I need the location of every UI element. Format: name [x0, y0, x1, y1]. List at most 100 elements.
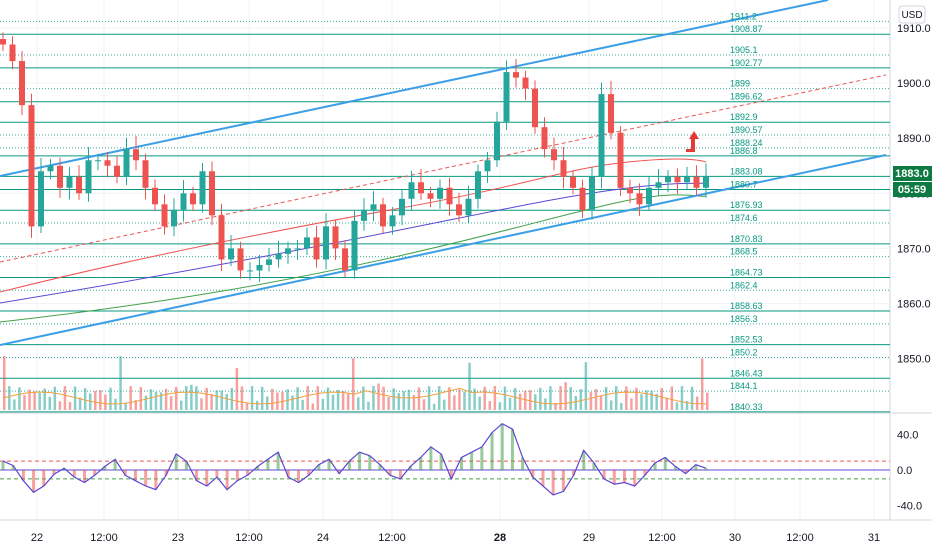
- volume-bar: [518, 393, 522, 410]
- candle-body: [123, 149, 130, 177]
- volume-bar: [73, 386, 77, 410]
- candle-body: [85, 160, 92, 194]
- price-tick-label: 1870.0: [897, 243, 931, 255]
- volume-bar: [255, 400, 259, 410]
- volume-bar: [493, 386, 497, 410]
- candle-body: [19, 61, 25, 106]
- volume-bar: [458, 389, 461, 410]
- level-label: 1890.57: [730, 125, 763, 135]
- level-labels: 1911.2 1908.87 1905.1 1902.77 1899 1896.62 189…: [730, 11, 763, 411]
- candle-body: [28, 105, 35, 227]
- time-tick-label: 29: [583, 532, 595, 544]
- candle-body: [9, 44, 16, 62]
- candle-body: [294, 248, 301, 250]
- volume-bar: [321, 398, 325, 410]
- time-tick-label: 12:00: [378, 532, 406, 544]
- price-tick-label: 1860.0: [897, 299, 931, 311]
- price-tick-label: 1910.0: [897, 23, 931, 35]
- candle-body: [237, 248, 244, 271]
- candle-body: [532, 88, 538, 128]
- volume-bar: [655, 393, 658, 410]
- time-axis[interactable]: 22 12:00 23 12:00 24 12:00 28 29 12:00 30 12:00 31: [31, 532, 880, 544]
- volume-bar: [159, 392, 163, 410]
- candle-body: [551, 149, 557, 161]
- volume-bar: [215, 390, 218, 410]
- volume-bar: [574, 395, 578, 410]
- volume-bar: [422, 399, 426, 410]
- volume-bar: [508, 397, 512, 410]
- candle-body: [408, 182, 415, 199]
- volume-bar: [336, 389, 340, 410]
- volume-bar: [690, 386, 694, 410]
- candle-body: [190, 193, 196, 205]
- time-tick-label: 28: [494, 532, 506, 544]
- candle-body: [275, 253, 282, 260]
- volume-bar: [114, 398, 117, 410]
- volume-bar: [200, 398, 203, 410]
- level-label: 1874.6: [730, 213, 758, 223]
- candle-body: [456, 204, 462, 216]
- level-label: 1852.53: [730, 335, 763, 345]
- volume-bar: [544, 398, 547, 410]
- volume-bar: [195, 386, 198, 410]
- volume-bar: [154, 391, 158, 410]
- candle-body: [627, 187, 633, 194]
- volume-bar: [331, 394, 335, 410]
- volume-bar: [488, 401, 492, 410]
- level-label: 1899: [730, 79, 750, 89]
- level-label: 1858.63: [730, 301, 763, 311]
- candle-body: [104, 160, 111, 166]
- time-tick-label: 30: [729, 532, 741, 544]
- level-label: 1880.7: [730, 179, 758, 189]
- volume-bar: [584, 362, 588, 410]
- up-arrow-annotation-icon[interactable]: [686, 131, 699, 152]
- oscillator-tick-label: 0.0: [897, 465, 912, 477]
- volume-bar: [645, 390, 648, 410]
- level-label: 1908.87: [730, 24, 763, 34]
- candle-body: [503, 72, 510, 122]
- candle-body: [0, 39, 6, 45]
- candle-body: [541, 127, 548, 150]
- oscillator-tick-label: -40.0: [897, 501, 922, 513]
- volume-bar: [402, 391, 406, 410]
- volume-bar: [43, 388, 46, 410]
- oscillator-line: [2, 422, 707, 496]
- volume-bar: [291, 395, 294, 410]
- time-tick-label: 24: [317, 532, 329, 544]
- candle-body: [684, 176, 690, 183]
- candle-body: [209, 171, 215, 216]
- currency-button[interactable]: [898, 5, 926, 24]
- candle-body: [636, 193, 643, 205]
- candle-body: [693, 176, 700, 188]
- volume-bar: [326, 387, 330, 410]
- candle-body: [76, 176, 82, 194]
- volume-bar: [169, 396, 173, 410]
- volume-bar: [68, 402, 72, 410]
- volume-bar: [625, 386, 628, 410]
- volume-bar: [594, 389, 598, 410]
- candle-body: [598, 94, 605, 177]
- volume-bar: [468, 362, 471, 410]
- candle-body: [285, 248, 291, 254]
- countdown-label: 05:59: [898, 184, 926, 196]
- time-tick-label: 12:00: [648, 532, 676, 544]
- volume-bar: [104, 394, 107, 410]
- volume-bar: [134, 400, 137, 410]
- volume-bar: [407, 389, 411, 410]
- volume-bar: [48, 396, 52, 410]
- volume-bar: [437, 386, 441, 410]
- candle-body: [304, 237, 310, 249]
- level-label: 1888.24: [730, 138, 763, 148]
- volume-bar: [630, 398, 633, 410]
- level-label: 1850.2: [730, 347, 758, 357]
- candle-body: [133, 149, 139, 161]
- channel-lower-line: [0, 154, 887, 346]
- volume-bar: [23, 395, 26, 410]
- price-axis[interactable]: 1850.01860.01870.01880.01890.01900.01910…: [897, 23, 931, 513]
- candle-body: [646, 187, 652, 205]
- level-label: 1902.77: [730, 58, 763, 68]
- volume-bar: [341, 391, 345, 410]
- volume-bar: [432, 403, 436, 410]
- candle-body: [703, 176, 709, 188]
